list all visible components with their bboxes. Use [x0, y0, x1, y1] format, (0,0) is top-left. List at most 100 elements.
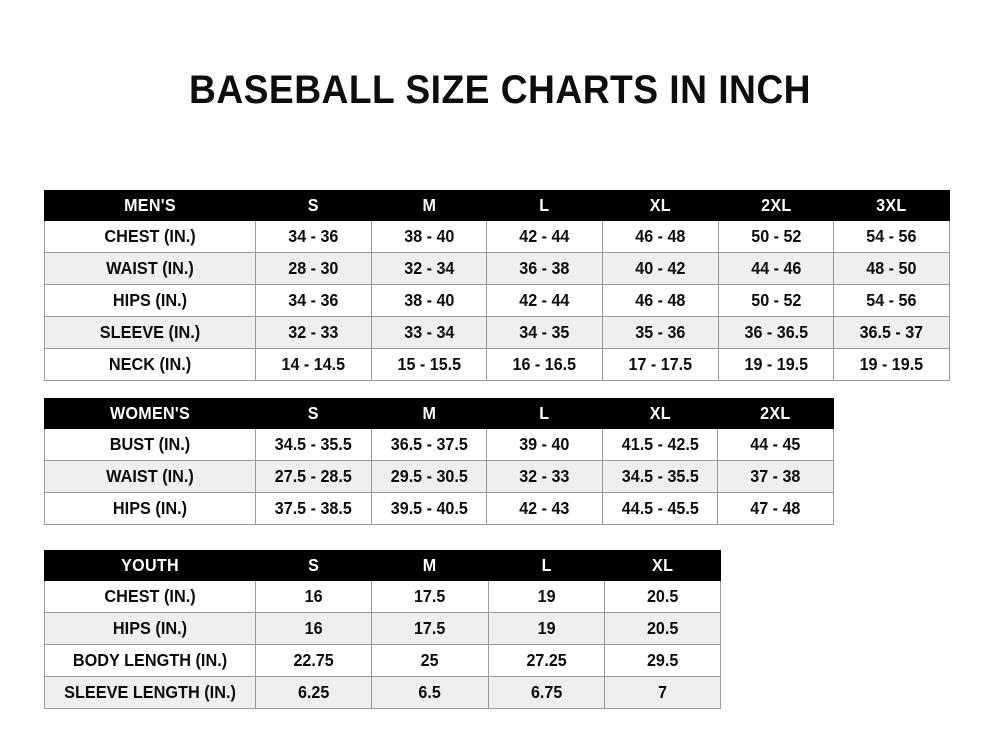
- measurement-cell: 44 - 45: [717, 428, 834, 461]
- measurement-value: 37.5 - 38.5: [274, 497, 352, 518]
- table-row: HIPS (IN.) 34 - 36 38 - 40 42 - 44 46 - 48 50…: [44, 284, 950, 317]
- measurement-cell: 37.5 - 38.5: [255, 492, 372, 525]
- measurement-value: 38 - 40: [403, 225, 455, 246]
- measurement-cell: 17 - 17.5: [601, 348, 719, 381]
- measurement-cell: 34.5 - 35.5: [601, 460, 719, 493]
- womens-column-header-l: L: [486, 398, 603, 429]
- measurement-cell: 40 - 42: [601, 252, 719, 285]
- womens-table-body: BUST (IN.) 34.5 - 35.5 36.5 - 37.5 39 - 40 4…: [44, 428, 834, 525]
- measurement-value: 19 - 19.5: [744, 353, 808, 374]
- measurement-value: 17.5: [414, 585, 446, 606]
- measurement-value: 22.75: [293, 649, 334, 670]
- measurement-cell: 32 - 33: [486, 460, 603, 493]
- womens-column-header-xl: XL: [601, 398, 719, 429]
- mens-table-title-cell: MEN'S: [44, 190, 256, 221]
- mens-size-table: MEN'S S M L XL 2XL 3XL CHEST (IN.) 34 - 36 38 - …: [44, 190, 950, 381]
- womens-column-header-2xl: 2XL: [717, 398, 834, 429]
- measurement-value: 41.5 - 42.5: [621, 433, 699, 454]
- measurement-value: 6.75: [530, 681, 562, 702]
- womens-size-table: WOMEN'S S M L XL 2XL BUST (IN.) 34.5 - 35.5 36.…: [44, 398, 834, 525]
- measurement-cell: 37 - 38: [717, 460, 834, 493]
- measurement-cell: 44.5 - 45.5: [601, 492, 719, 525]
- measurement-value: 29.5 - 30.5: [390, 465, 468, 486]
- measurement-cell: 16: [254, 580, 373, 613]
- measurement-value: 47 - 48: [750, 497, 801, 518]
- measurement-value: 7: [657, 681, 667, 702]
- measurement-value: 50 - 52: [750, 289, 802, 310]
- row-label-text: SLEEVE (IN.): [99, 321, 201, 342]
- measurement-value: 27.5 - 28.5: [274, 465, 352, 486]
- header-text: S: [307, 194, 319, 215]
- measurement-value: 36.5 - 37: [859, 321, 924, 342]
- header-text: MEN'S: [124, 194, 176, 215]
- measurement-cell: 25: [371, 644, 489, 677]
- youth-size-table: YOUTH S M L XL CHEST (IN.) 16 17.5 19 20.5 HIPS (…: [44, 550, 722, 709]
- measurement-value: 38 - 40: [403, 289, 455, 310]
- measurement-value: 34.5 - 35.5: [274, 433, 352, 454]
- womens-column-header-m: M: [370, 398, 488, 429]
- measurement-cell: 38 - 40: [370, 284, 488, 317]
- measurement-value: 37 - 38: [750, 465, 801, 486]
- measurement-value: 25: [420, 649, 439, 670]
- measurement-cell: 34 - 35: [486, 316, 603, 349]
- measurement-cell: 44 - 46: [717, 252, 835, 285]
- measurement-value: 14 - 14.5: [281, 353, 346, 374]
- row-label: WAIST (IN.): [44, 460, 256, 493]
- youth-table-head: YOUTH S M L XL: [44, 550, 722, 581]
- row-label: BUST (IN.): [44, 428, 256, 461]
- table-row: HIPS (IN.) 37.5 - 38.5 39.5 - 40.5 42 - 43 4…: [44, 492, 834, 525]
- row-label: HIPS (IN.): [44, 284, 256, 317]
- table-row: BUST (IN.) 34.5 - 35.5 36.5 - 37.5 39 - 40 4…: [44, 428, 834, 461]
- measurement-value: 17.5: [414, 617, 446, 638]
- row-label-text: HIPS (IN.): [112, 617, 188, 638]
- mens-column-header-3xl: 3XL: [833, 190, 950, 221]
- measurement-cell: 16 - 16.5: [486, 348, 603, 381]
- header-text: L: [541, 554, 552, 575]
- row-label-text: CHEST (IN.): [104, 585, 196, 606]
- measurement-cell: 36.5 - 37: [833, 316, 950, 349]
- womens-header-row: WOMEN'S S M L XL 2XL: [44, 398, 834, 429]
- header-text: XL: [649, 402, 671, 423]
- table-row: CHEST (IN.) 16 17.5 19 20.5: [44, 580, 722, 613]
- measurement-cell: 36.5 - 37.5: [370, 428, 488, 461]
- measurement-value: 6.5: [418, 681, 442, 702]
- measurement-value: 28 - 30: [288, 257, 339, 278]
- row-label-text: CHEST (IN.): [104, 225, 196, 246]
- row-label: CHEST (IN.): [44, 220, 256, 253]
- measurement-cell: 20.5: [603, 612, 722, 645]
- measurement-value: 40 - 42: [635, 257, 686, 278]
- header-text: L: [539, 402, 550, 423]
- measurement-value: 46 - 48: [635, 225, 686, 246]
- measurement-cell: 22.75: [254, 644, 373, 677]
- measurement-cell: 19 - 19.5: [717, 348, 835, 381]
- header-text: S: [308, 554, 320, 575]
- measurement-value: 19: [537, 617, 556, 638]
- measurement-cell: 19: [487, 612, 605, 645]
- measurement-cell: 7: [603, 676, 722, 709]
- header-text: S: [307, 402, 319, 423]
- womens-column-header-s: S: [255, 398, 372, 429]
- youth-table-body: CHEST (IN.) 16 17.5 19 20.5 HIPS (IN.) 16 17.5 1…: [44, 580, 722, 709]
- womens-table-title-cell: WOMEN'S: [44, 398, 256, 429]
- row-label-text: WAIST (IN.): [106, 465, 194, 486]
- measurement-cell: 6.75: [487, 676, 605, 709]
- measurement-value: 44 - 45: [750, 433, 801, 454]
- measurement-value: 50 - 52: [750, 225, 802, 246]
- mens-header-row: MEN'S S M L XL 2XL 3XL: [44, 190, 950, 221]
- youth-column-header-l: L: [487, 550, 605, 581]
- row-label: NECK (IN.): [44, 348, 256, 381]
- measurement-cell: 17.5: [371, 612, 489, 645]
- measurement-cell: 42 - 44: [486, 284, 603, 317]
- header-text: XL: [649, 194, 671, 215]
- measurement-value: 32 - 34: [403, 257, 455, 278]
- measurement-cell: 29.5 - 30.5: [370, 460, 488, 493]
- measurement-cell: 38 - 40: [370, 220, 488, 253]
- table-row: HIPS (IN.) 16 17.5 19 20.5: [44, 612, 722, 645]
- table-row: NECK (IN.) 14 - 14.5 15 - 15.5 16 - 16.5 17 …: [44, 348, 950, 381]
- measurement-cell: 27.25: [487, 644, 605, 677]
- measurement-cell: 33 - 34: [370, 316, 488, 349]
- measurement-value: 44.5 - 45.5: [621, 497, 699, 518]
- row-label-text: BODY LENGTH (IN.): [72, 649, 228, 670]
- measurement-cell: 39.5 - 40.5: [370, 492, 488, 525]
- measurement-cell: 32 - 33: [255, 316, 372, 349]
